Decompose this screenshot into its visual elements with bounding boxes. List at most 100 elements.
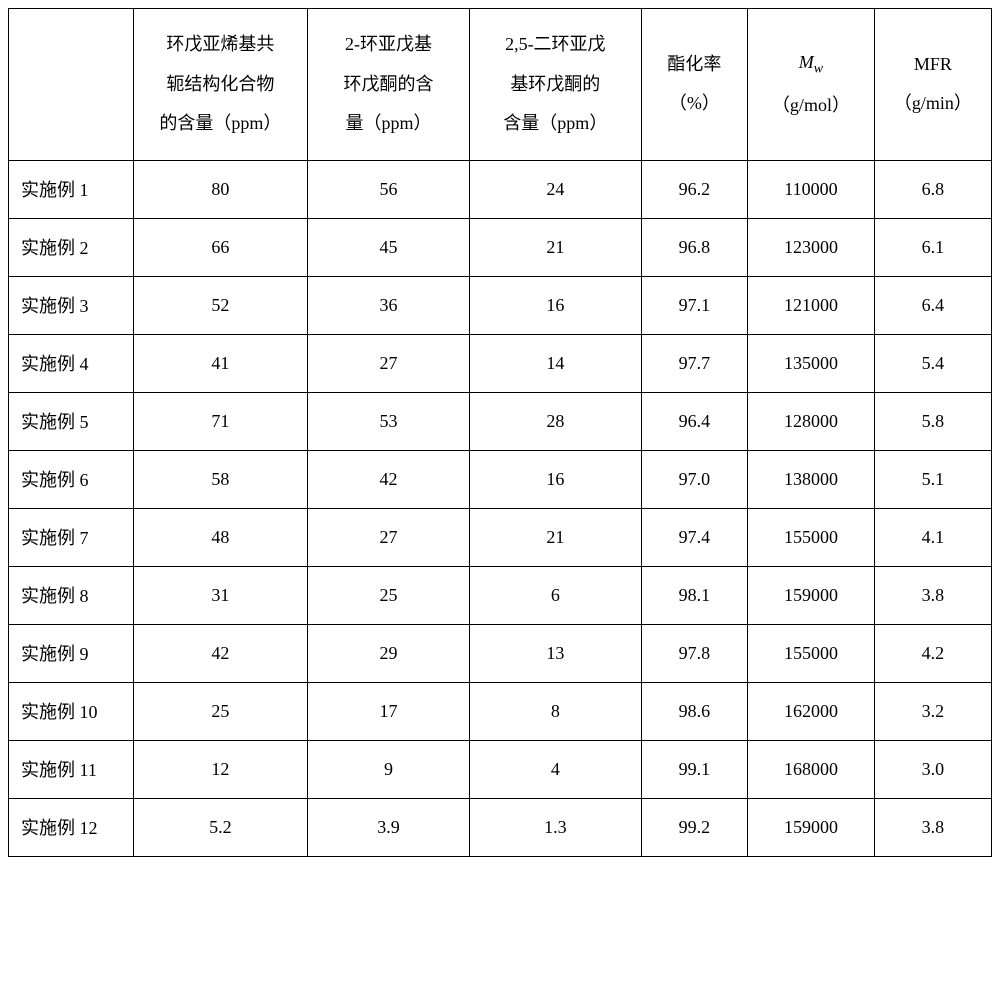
cell-value: 66 xyxy=(133,218,307,276)
header-col1: 环戊亚烯基共 轭结构化合物 的含量（ppm） xyxy=(133,9,307,161)
cell-value: 128000 xyxy=(748,392,875,450)
row-label: 实施例 8 xyxy=(9,566,134,624)
cell-value: 25 xyxy=(308,566,470,624)
cell-value: 3.2 xyxy=(874,682,991,740)
cell-value: 80 xyxy=(133,160,307,218)
cell-value: 21 xyxy=(470,508,642,566)
cell-value: 5.2 xyxy=(133,798,307,856)
cell-value: 42 xyxy=(133,624,307,682)
table-row: 实施例 748272197.41550004.1 xyxy=(9,508,992,566)
header-col2: 2-环亚戊基 环戊酮的含 量（ppm） xyxy=(308,9,470,161)
header-mfr-label: MFR xyxy=(914,54,952,74)
table-body: 实施例 180562496.21100006.8实施例 266452196.81… xyxy=(9,160,992,856)
cell-value: 5.8 xyxy=(874,392,991,450)
cell-value: 123000 xyxy=(748,218,875,276)
cell-value: 3.8 xyxy=(874,798,991,856)
cell-value: 99.2 xyxy=(641,798,747,856)
cell-value: 3.0 xyxy=(874,740,991,798)
cell-value: 48 xyxy=(133,508,307,566)
data-table: 环戊亚烯基共 轭结构化合物 的含量（ppm） 2-环亚戊基 环戊酮的含 量（pp… xyxy=(8,8,992,857)
cell-value: 1.3 xyxy=(470,798,642,856)
cell-value: 29 xyxy=(308,624,470,682)
row-label: 实施例 12 xyxy=(9,798,134,856)
cell-value: 96.8 xyxy=(641,218,747,276)
row-label: 实施例 9 xyxy=(9,624,134,682)
cell-value: 155000 xyxy=(748,624,875,682)
row-label: 实施例 1 xyxy=(9,160,134,218)
cell-value: 52 xyxy=(133,276,307,334)
header-col6: MFR （g/min） xyxy=(874,9,991,161)
row-label: 实施例 6 xyxy=(9,450,134,508)
table-row: 实施例 571532896.41280005.8 xyxy=(9,392,992,450)
cell-value: 8 xyxy=(470,682,642,740)
header-blank xyxy=(9,9,134,161)
header-mfr-unit: （g/min） xyxy=(894,93,972,113)
cell-value: 97.4 xyxy=(641,508,747,566)
cell-value: 159000 xyxy=(748,566,875,624)
header-col3-line3: 含量（ppm） xyxy=(503,113,607,133)
cell-value: 110000 xyxy=(748,160,875,218)
header-col2-line2: 环戊酮的含 xyxy=(344,74,434,94)
cell-value: 16 xyxy=(470,276,642,334)
cell-value: 41 xyxy=(133,334,307,392)
cell-value: 98.1 xyxy=(641,566,747,624)
cell-value: 99.1 xyxy=(641,740,747,798)
cell-value: 45 xyxy=(308,218,470,276)
cell-value: 71 xyxy=(133,392,307,450)
header-col2-line3: 量（ppm） xyxy=(346,113,432,133)
cell-value: 97.7 xyxy=(641,334,747,392)
table-row: 实施例 125.23.91.399.21590003.8 xyxy=(9,798,992,856)
row-label: 实施例 7 xyxy=(9,508,134,566)
table-row: 实施例 83125698.11590003.8 xyxy=(9,566,992,624)
cell-value: 97.1 xyxy=(641,276,747,334)
cell-value: 27 xyxy=(308,334,470,392)
cell-value: 6.4 xyxy=(874,276,991,334)
table-header: 环戊亚烯基共 轭结构化合物 的含量（ppm） 2-环亚戊基 环戊酮的含 量（pp… xyxy=(9,9,992,161)
cell-value: 3.9 xyxy=(308,798,470,856)
cell-value: 4.2 xyxy=(874,624,991,682)
cell-value: 9 xyxy=(308,740,470,798)
header-col3: 2,5-二环亚戊 基环戊酮的 含量（ppm） xyxy=(470,9,642,161)
header-col1-line1: 环戊亚烯基共 xyxy=(166,34,274,54)
cell-value: 97.0 xyxy=(641,450,747,508)
header-mw-w: w xyxy=(814,62,823,77)
header-col3-line2: 基环戊酮的 xyxy=(510,74,600,94)
cell-value: 21 xyxy=(470,218,642,276)
row-label: 实施例 4 xyxy=(9,334,134,392)
header-col3-line1: 2,5-二环亚戊 xyxy=(505,34,606,54)
cell-value: 155000 xyxy=(748,508,875,566)
cell-value: 97.8 xyxy=(641,624,747,682)
header-col2-line1: 2-环亚戊基 xyxy=(345,34,432,54)
cell-value: 138000 xyxy=(748,450,875,508)
table-row: 实施例 180562496.21100006.8 xyxy=(9,160,992,218)
cell-value: 4.1 xyxy=(874,508,991,566)
cell-value: 162000 xyxy=(748,682,875,740)
cell-value: 12 xyxy=(133,740,307,798)
header-col1-line2: 轭结构化合物 xyxy=(166,74,274,94)
table-row: 实施例 102517898.61620003.2 xyxy=(9,682,992,740)
cell-value: 5.1 xyxy=(874,450,991,508)
cell-value: 6.1 xyxy=(874,218,991,276)
cell-value: 159000 xyxy=(748,798,875,856)
header-ester-unit: （%） xyxy=(669,93,720,113)
table-row: 实施例 441271497.71350005.4 xyxy=(9,334,992,392)
cell-value: 3.8 xyxy=(874,566,991,624)
cell-value: 13 xyxy=(470,624,642,682)
row-label: 实施例 10 xyxy=(9,682,134,740)
header-col1-line3: 的含量（ppm） xyxy=(159,113,281,133)
cell-value: 58 xyxy=(133,450,307,508)
cell-value: 14 xyxy=(470,334,642,392)
cell-value: 31 xyxy=(133,566,307,624)
cell-value: 24 xyxy=(470,160,642,218)
table-row: 实施例 942291397.81550004.2 xyxy=(9,624,992,682)
header-ester-label: 酯化率 xyxy=(667,54,721,74)
cell-value: 53 xyxy=(308,392,470,450)
row-label: 实施例 11 xyxy=(9,740,134,798)
cell-value: 56 xyxy=(308,160,470,218)
cell-value: 98.6 xyxy=(641,682,747,740)
row-label: 实施例 2 xyxy=(9,218,134,276)
cell-value: 168000 xyxy=(748,740,875,798)
cell-value: 4 xyxy=(470,740,642,798)
cell-value: 5.4 xyxy=(874,334,991,392)
cell-value: 27 xyxy=(308,508,470,566)
